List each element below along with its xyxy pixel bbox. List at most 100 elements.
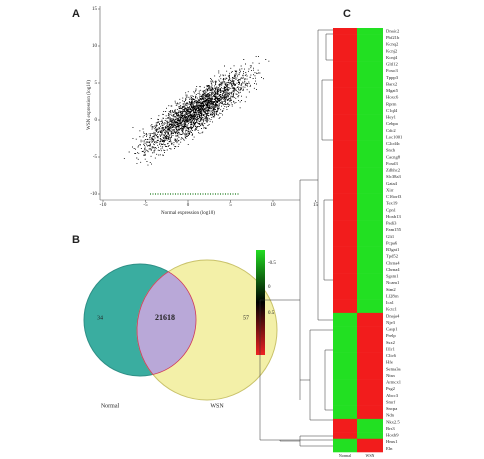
gene-label: Hoxb13 (386, 214, 402, 219)
y-tick-label: 0 (95, 118, 98, 123)
heat-cell (333, 193, 357, 201)
x-tick-label: 10 (271, 203, 277, 208)
heat-cell (333, 47, 357, 55)
panel-label: B (72, 234, 80, 246)
heat-cell (333, 346, 357, 353)
heat-cell (357, 412, 383, 420)
x-tick-label: -5 (143, 203, 148, 208)
y-tick-label: 5 (95, 81, 98, 86)
heat-cell (357, 425, 383, 433)
gene-label: Slc38a3 (386, 174, 402, 179)
heat-cell (357, 87, 383, 95)
gene-label: Smrf (386, 399, 396, 404)
heat-cell (357, 180, 383, 188)
heat-cell (333, 61, 357, 69)
gene-label: Dnaja4 (386, 313, 400, 318)
gene-label: Eln (386, 446, 393, 451)
heat-cell (333, 81, 357, 88)
heat-cell (333, 100, 357, 108)
gene-label: Sncb (386, 148, 396, 153)
heat-cell (357, 160, 383, 168)
heat-cell (333, 153, 357, 161)
gene-label: Mgat5 (386, 88, 399, 93)
heat-cell (357, 200, 383, 208)
heat-cell (357, 286, 383, 294)
gene-label: Kctc1 (386, 307, 398, 312)
heat-cell (333, 326, 357, 334)
heat-cell (333, 206, 357, 214)
gene-label: Chrna4 (386, 260, 400, 265)
gene-label: Hey1 (386, 115, 397, 120)
heat-cell (357, 220, 383, 228)
heat-cell (357, 312, 383, 320)
gene-label: Pcpa6 (386, 240, 398, 245)
heat-cell (333, 134, 357, 141)
heat-cell (333, 220, 357, 228)
heat-cell (357, 81, 383, 88)
heat-cell (333, 246, 357, 254)
heat-cell (357, 266, 383, 274)
heat-cell (333, 273, 357, 281)
gene-label: Stm2 (386, 287, 396, 292)
heat-cell (357, 365, 383, 373)
heat-cell (333, 233, 357, 241)
heat-cell (357, 279, 383, 287)
heat-cell (333, 279, 357, 287)
gene-label: Gltl12 (386, 62, 398, 67)
heat-cell (357, 28, 383, 35)
gene-label: Ll28rn (386, 293, 399, 298)
heat-cell (357, 134, 383, 141)
heat-cell (333, 418, 357, 426)
heat-cell (357, 352, 383, 360)
x-tick-label: -10 (100, 203, 107, 208)
x-tick-label: 15 (313, 203, 319, 208)
heat-cell (333, 306, 357, 314)
heat-cell (357, 445, 383, 453)
venn-count: 34 (97, 315, 103, 321)
gene-label: Cdc2 (386, 128, 396, 133)
gene-label: Il1r1 (386, 346, 396, 351)
y-axis-label: WSN expression (log10) (87, 80, 92, 130)
gene-label: Pbf21b (386, 35, 400, 40)
heat-cell (333, 266, 357, 274)
heat-cell (333, 187, 357, 194)
heat-cell (357, 67, 383, 75)
heat-cell (357, 332, 383, 340)
heat-cell (357, 432, 383, 440)
heat-cell (357, 240, 383, 247)
gene-label: Cebpa (386, 121, 398, 126)
gene-label: Ica1 (386, 300, 395, 305)
gene-label: C1ql4 (386, 108, 398, 113)
panel-label: C (343, 8, 351, 20)
heat-cell (333, 41, 357, 49)
heat-cell (357, 359, 383, 367)
heat-cell (333, 200, 357, 208)
gene-label: Fam155 (386, 227, 402, 232)
heat-cell (357, 306, 383, 314)
heat-cell (333, 173, 357, 181)
heat-cell (333, 425, 357, 433)
heat-cell (357, 253, 383, 261)
heat-cell (333, 259, 357, 267)
gene-label: Loc1001 (386, 134, 403, 139)
heat-cell (357, 339, 383, 347)
gene-label: Dnaic2 (386, 28, 400, 33)
heat-cell (357, 173, 383, 181)
colorbar-tick: -0.5 (268, 261, 276, 266)
heat-cell (357, 385, 383, 393)
heat-cell (357, 47, 383, 55)
gene-label: Kcnj2 (386, 48, 398, 53)
heat-cell (333, 54, 357, 62)
heat-cell (357, 61, 383, 69)
gene-label: Padi3 (386, 221, 397, 226)
heat-cell (333, 293, 357, 300)
gene-label: Clic6 (386, 353, 397, 358)
heat-cell (357, 94, 383, 102)
colorbar-tick: 0 (268, 285, 271, 290)
y-tick-label: -10 (90, 192, 97, 197)
heat-cell (357, 100, 383, 108)
heat-cell (333, 405, 357, 413)
heat-cell (357, 326, 383, 334)
y-tick-label: 10 (92, 44, 98, 49)
gene-label: Tpd52 (386, 254, 399, 259)
